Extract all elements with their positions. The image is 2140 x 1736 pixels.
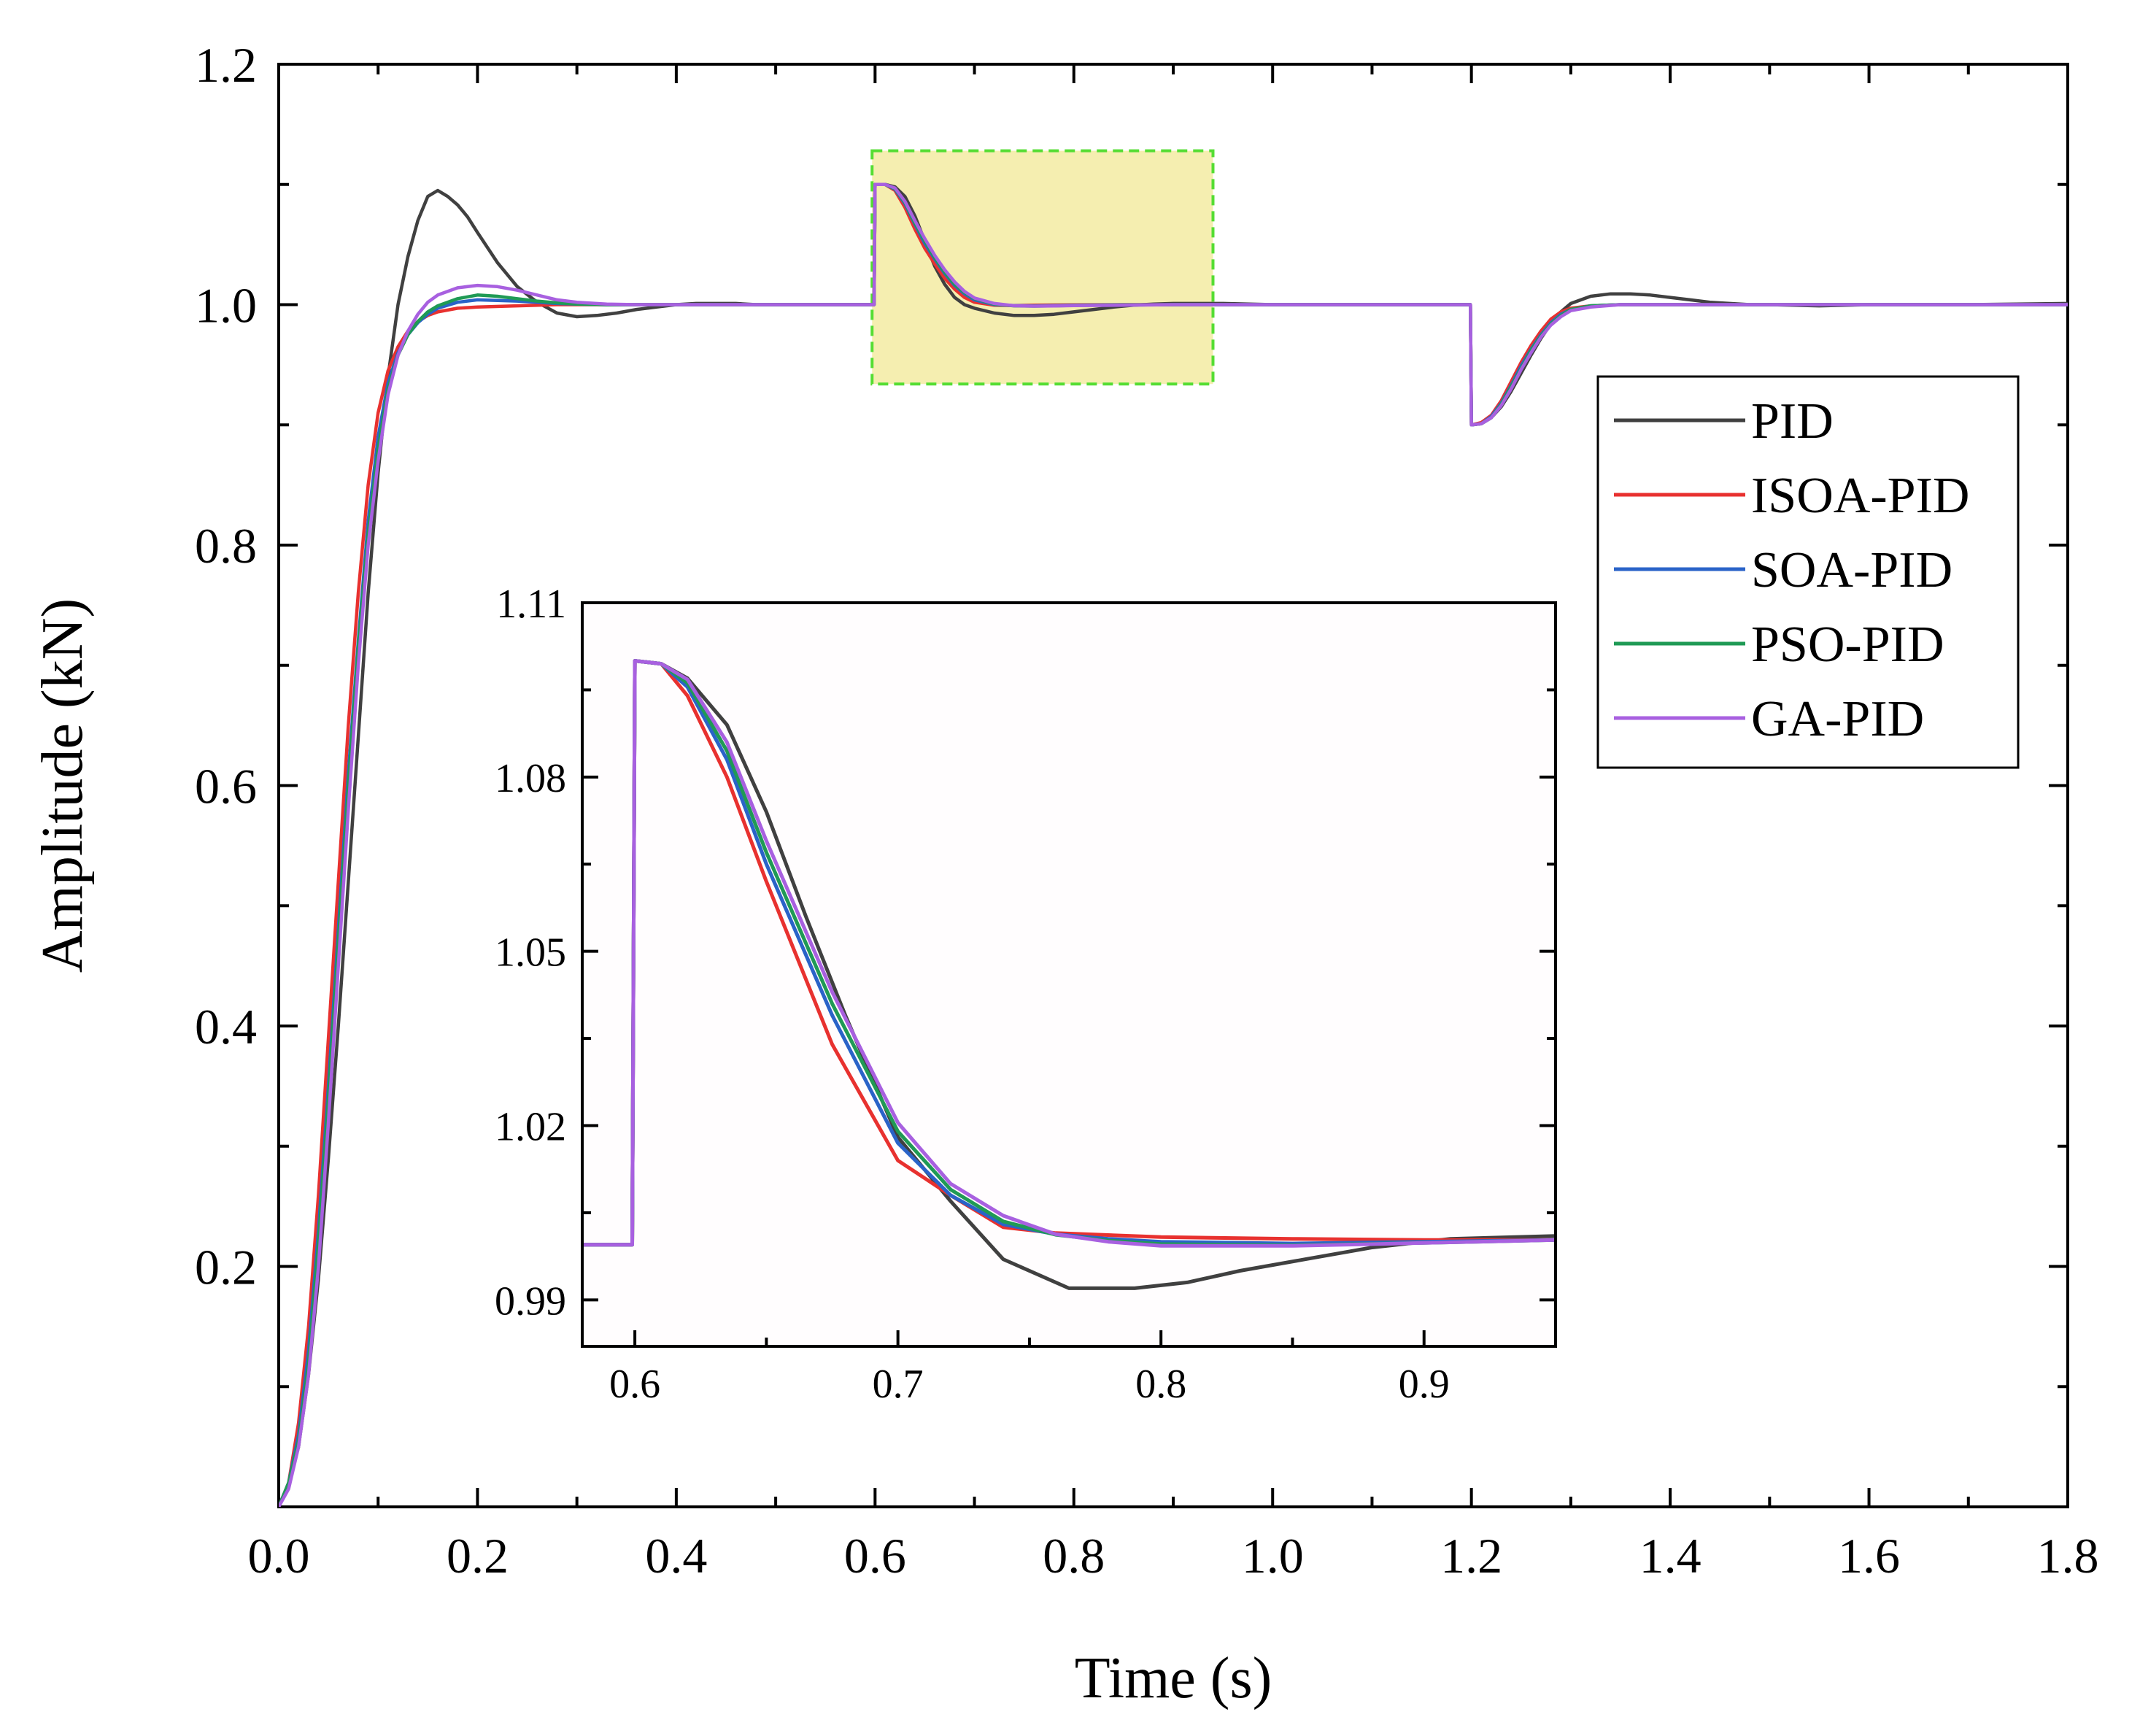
- x-tick-label: 0.8: [1043, 1528, 1105, 1583]
- legend: PID ISOA-PID SOA-PID PSO-PID GA-PID: [1596, 375, 2020, 769]
- y-tick-label: 0.8: [195, 518, 257, 574]
- inset-y-tick-label: 1.08: [495, 756, 566, 801]
- x-tick-label: 1.2: [1440, 1528, 1502, 1583]
- inset-background: [582, 603, 1556, 1346]
- x-tick-label: 0.2: [447, 1528, 509, 1583]
- x-tick-label: 0.6: [844, 1528, 906, 1583]
- legend-label-pid: PID: [1751, 393, 1834, 450]
- inset-frame: [581, 601, 1557, 1348]
- legend-item-isoa-pid: ISOA-PID: [1614, 468, 1969, 524]
- inset-series-group: [582, 659, 1556, 1290]
- legend-item-soa-pid: SOA-PID: [1614, 542, 1952, 598]
- legend-label-isoa-pid: ISOA-PID: [1751, 468, 1969, 524]
- legend-item-pso-pid: PSO-PID: [1614, 617, 1944, 673]
- inset-x-tick-label: 0.6: [609, 1362, 660, 1407]
- inset-plot: 0.6 0.7 0.8 0.9 0.99 1.02 1.05 1.08 1.11: [495, 582, 1557, 1407]
- inset-y-tick-label: 0.99: [495, 1278, 566, 1324]
- y-tick-label: 1.0: [195, 278, 257, 333]
- main-series-group: [279, 182, 2068, 1507]
- inset-y-tick-label: 1.11: [496, 582, 566, 627]
- x-tick-label: 1.8: [2037, 1528, 2099, 1583]
- inset-x-tick-label: 0.8: [1135, 1362, 1186, 1407]
- inset-series-line-ga-pid: [582, 659, 1556, 1248]
- y-tick-label: 0.6: [195, 759, 257, 814]
- y-axis-title: Amplitude (kN): [31, 598, 95, 973]
- inset-x-tick-label: 0.7: [873, 1362, 924, 1407]
- x-tick-label: 1.0: [1242, 1528, 1304, 1583]
- legend-label-soa-pid: SOA-PID: [1751, 542, 1952, 598]
- legend-box: [1596, 375, 2020, 769]
- legend-label-pso-pid: PSO-PID: [1751, 617, 1944, 673]
- series-line-ga-pid: [279, 182, 2068, 1507]
- y-tick-label: 1.2: [195, 37, 257, 93]
- inset-x-tick-label: 0.9: [1399, 1362, 1450, 1407]
- x-tick-label: 0.4: [645, 1528, 707, 1583]
- legend-label-ga-pid: GA-PID: [1751, 691, 1924, 747]
- x-tick-label: 0.0: [248, 1528, 310, 1583]
- x-tick-label: 1.6: [1838, 1528, 1900, 1583]
- y-tick-label: 0.2: [195, 1240, 257, 1295]
- zoom-highlight-box: [870, 149, 1215, 386]
- x-axis-title: Time (s): [1075, 1646, 1272, 1710]
- y-tick-label: 0.4: [195, 999, 257, 1054]
- legend-item-pid: PID: [1614, 393, 1834, 450]
- inset-y-tick-label: 1.02: [495, 1104, 566, 1149]
- legend-item-ga-pid: GA-PID: [1614, 691, 1924, 747]
- series-line-isoa-pid: [279, 182, 2068, 1507]
- main-plot: 0.0 0.2 0.4 0.6 0.8 1.0 1.2 1.4 1.6 1.80.20.40.60…: [31, 37, 2099, 1710]
- x-tick-label: 1.4: [1639, 1528, 1701, 1583]
- inset-y-tick-label: 1.05: [495, 930, 566, 976]
